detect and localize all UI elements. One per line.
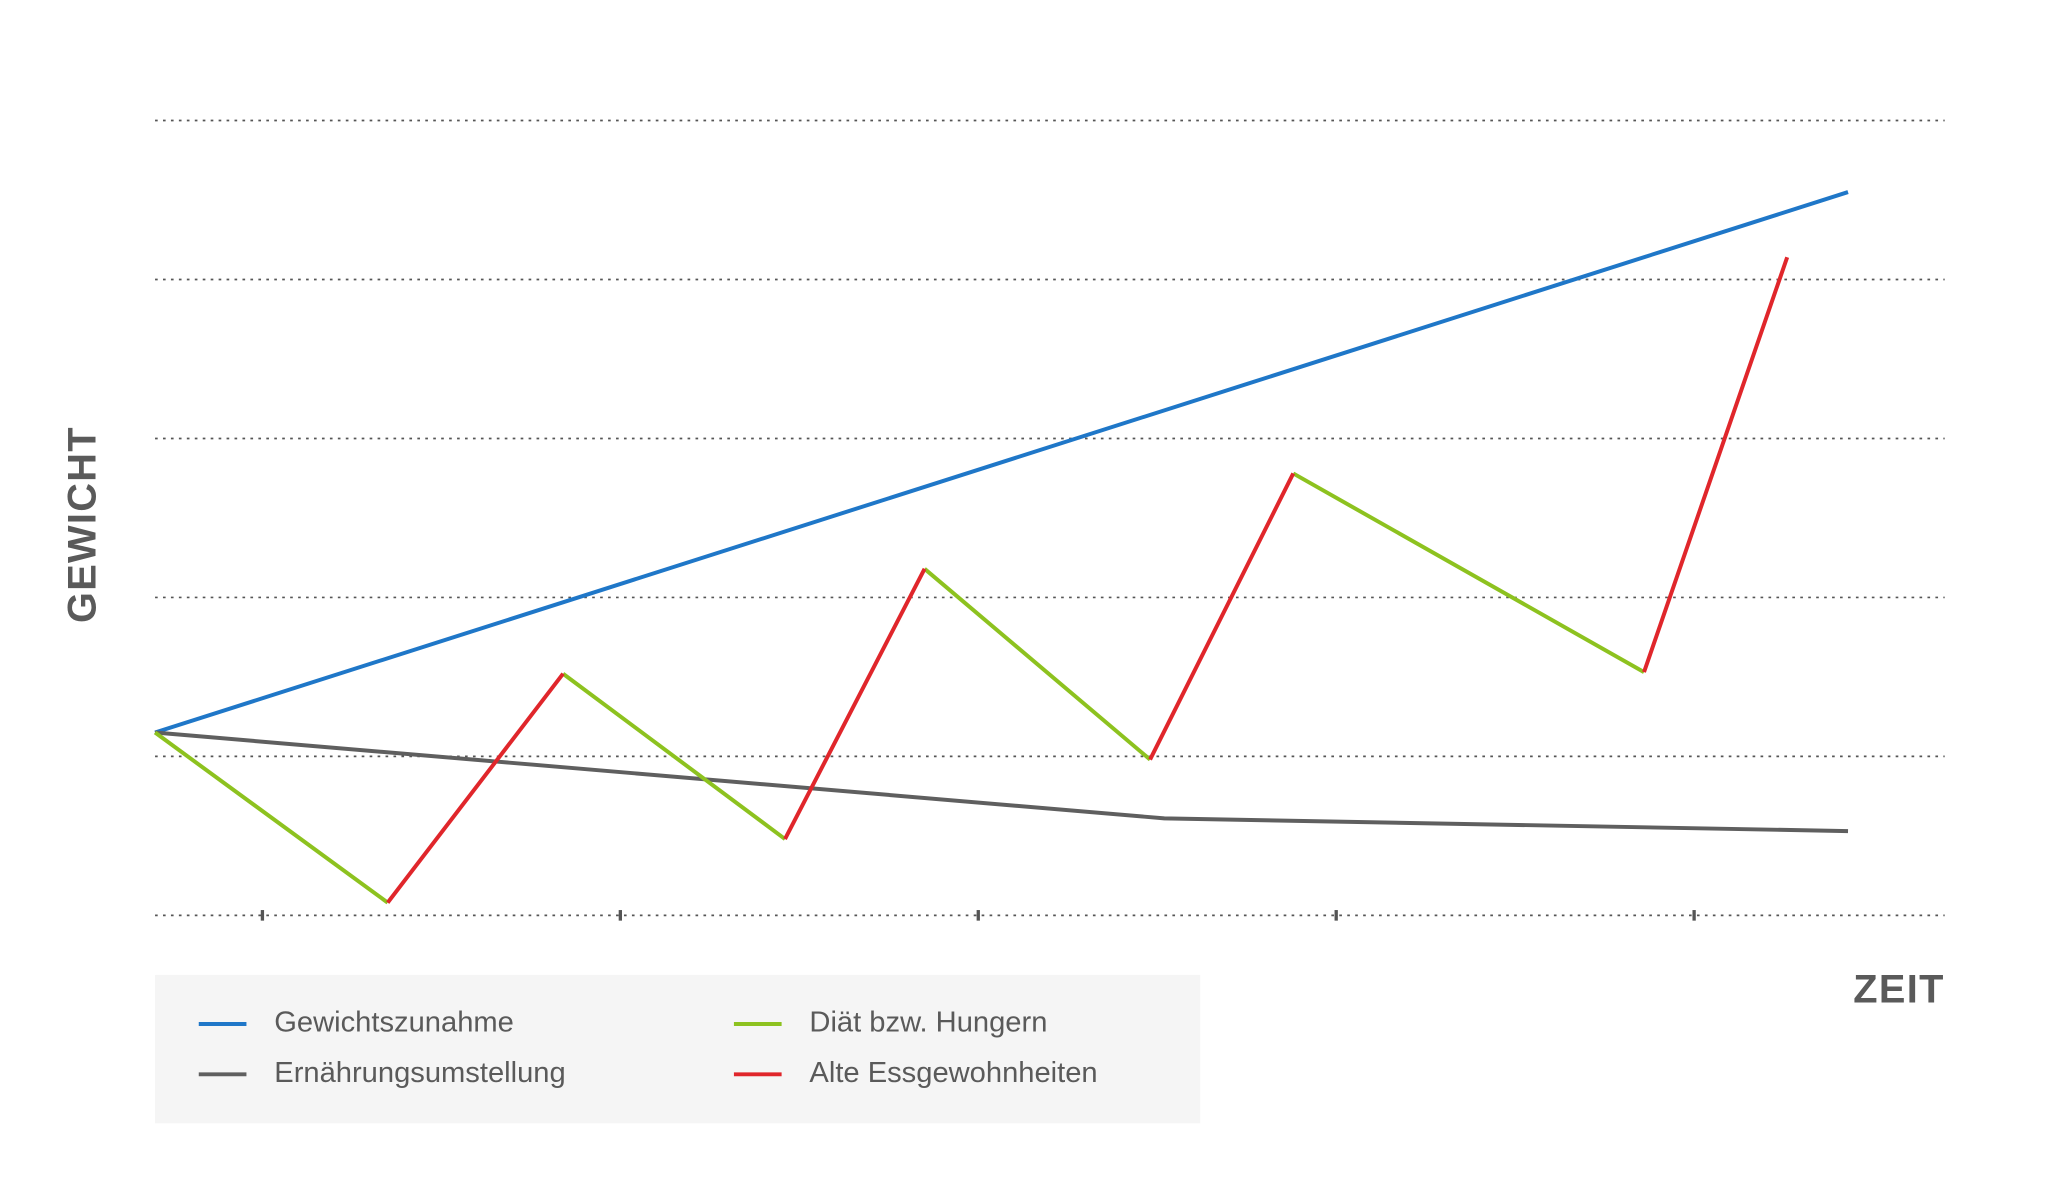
legend-label: Alte Essgewohnheiten xyxy=(809,1057,1097,1089)
series-line xyxy=(154,190,1849,735)
x-axis-label: ZEIT xyxy=(1853,968,1944,1012)
legend-label: Diät bzw. Hungern xyxy=(809,1007,1047,1039)
series-line xyxy=(154,730,1849,834)
legend-box xyxy=(155,974,1201,1124)
y-axis-label: GEWICHT xyxy=(60,426,104,623)
legend-label: Gewichtszunahme xyxy=(274,1007,514,1039)
series-line xyxy=(153,471,1645,905)
series-line xyxy=(386,256,1790,904)
legend-label: Ernährungsumstellung xyxy=(274,1057,565,1089)
